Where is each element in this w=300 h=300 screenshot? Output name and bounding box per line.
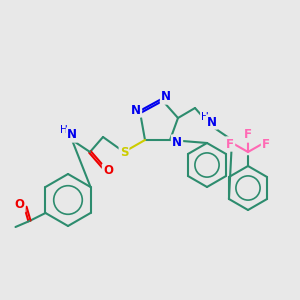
Text: H: H xyxy=(201,112,209,122)
Text: S: S xyxy=(120,146,128,158)
Text: F: F xyxy=(226,137,234,151)
Text: F: F xyxy=(262,137,270,151)
Text: O: O xyxy=(14,199,25,212)
Text: N: N xyxy=(161,91,171,103)
Text: F: F xyxy=(244,128,252,142)
Text: N: N xyxy=(207,116,217,128)
Text: O: O xyxy=(103,164,113,178)
Text: N: N xyxy=(131,103,141,116)
Text: H: H xyxy=(60,125,68,135)
Text: N: N xyxy=(67,128,77,142)
Text: N: N xyxy=(172,136,182,148)
